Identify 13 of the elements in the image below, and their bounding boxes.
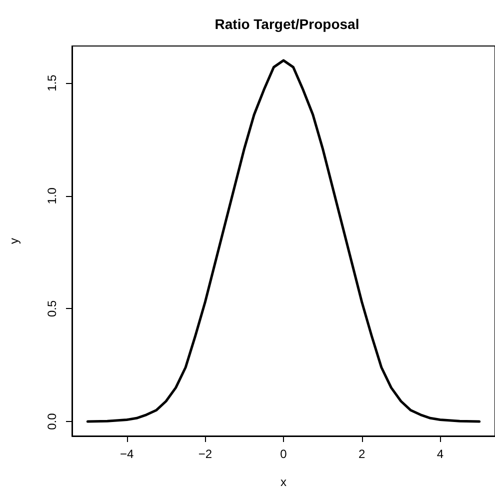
x-tick-label: 2	[358, 447, 366, 461]
y-tick-label: 0.0	[45, 412, 59, 430]
x-tick-label: −2	[198, 447, 212, 461]
line-series	[86, 59, 481, 423]
y-tick-label: 1.0	[45, 187, 59, 204]
y-tick-label: 1.5	[45, 74, 59, 92]
x-axis-title: x	[280, 475, 286, 489]
y-axis-title: y	[7, 238, 21, 244]
y-tick-label: 0.5	[45, 300, 59, 318]
x-tick-label: −4	[120, 447, 134, 461]
x-tick-label: 4	[436, 447, 444, 461]
x-tick-label: 0	[280, 447, 288, 461]
chart-title: Ratio Target/Proposal	[214, 16, 360, 32]
